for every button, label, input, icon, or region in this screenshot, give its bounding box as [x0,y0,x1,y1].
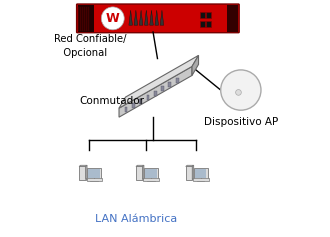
Text: Red Confiable/
   Opcional: Red Confiable/ Opcional [53,34,126,58]
Polygon shape [186,165,194,167]
FancyBboxPatch shape [88,169,100,178]
FancyBboxPatch shape [185,166,192,180]
Polygon shape [168,82,171,87]
Polygon shape [150,10,153,25]
Polygon shape [192,55,199,75]
Text: Dispositivo AP: Dispositivo AP [204,117,278,127]
Text: LAN Alámbrica: LAN Alámbrica [95,214,178,224]
Polygon shape [134,10,138,25]
Polygon shape [145,10,148,25]
Polygon shape [119,55,199,108]
Polygon shape [160,10,164,25]
FancyBboxPatch shape [87,168,101,179]
Polygon shape [161,87,164,91]
FancyBboxPatch shape [79,166,86,180]
FancyBboxPatch shape [207,12,211,18]
FancyBboxPatch shape [207,21,211,27]
FancyBboxPatch shape [200,21,205,27]
Text: Conmutador: Conmutador [80,96,145,106]
FancyBboxPatch shape [147,179,154,181]
FancyBboxPatch shape [77,4,239,33]
FancyBboxPatch shape [200,12,205,18]
Circle shape [236,90,241,95]
Polygon shape [79,165,87,167]
FancyBboxPatch shape [193,178,209,181]
Polygon shape [139,99,142,104]
Polygon shape [154,91,157,96]
FancyBboxPatch shape [145,169,157,178]
FancyBboxPatch shape [90,179,98,181]
Text: W: W [106,12,120,25]
FancyBboxPatch shape [136,166,143,180]
Polygon shape [136,165,144,167]
Polygon shape [129,10,132,25]
FancyBboxPatch shape [195,169,206,178]
Polygon shape [139,10,143,25]
FancyBboxPatch shape [144,178,159,181]
Circle shape [221,70,261,110]
Circle shape [101,7,124,30]
Polygon shape [192,165,194,180]
Polygon shape [155,10,158,25]
Polygon shape [143,165,144,180]
Polygon shape [119,66,192,117]
Polygon shape [147,95,149,100]
FancyBboxPatch shape [227,5,238,32]
FancyBboxPatch shape [197,179,204,181]
Polygon shape [176,78,179,83]
Polygon shape [132,103,135,108]
FancyBboxPatch shape [144,168,158,179]
FancyBboxPatch shape [86,178,102,181]
FancyBboxPatch shape [78,5,94,32]
Polygon shape [125,107,127,112]
FancyBboxPatch shape [194,168,208,179]
Polygon shape [85,165,87,180]
